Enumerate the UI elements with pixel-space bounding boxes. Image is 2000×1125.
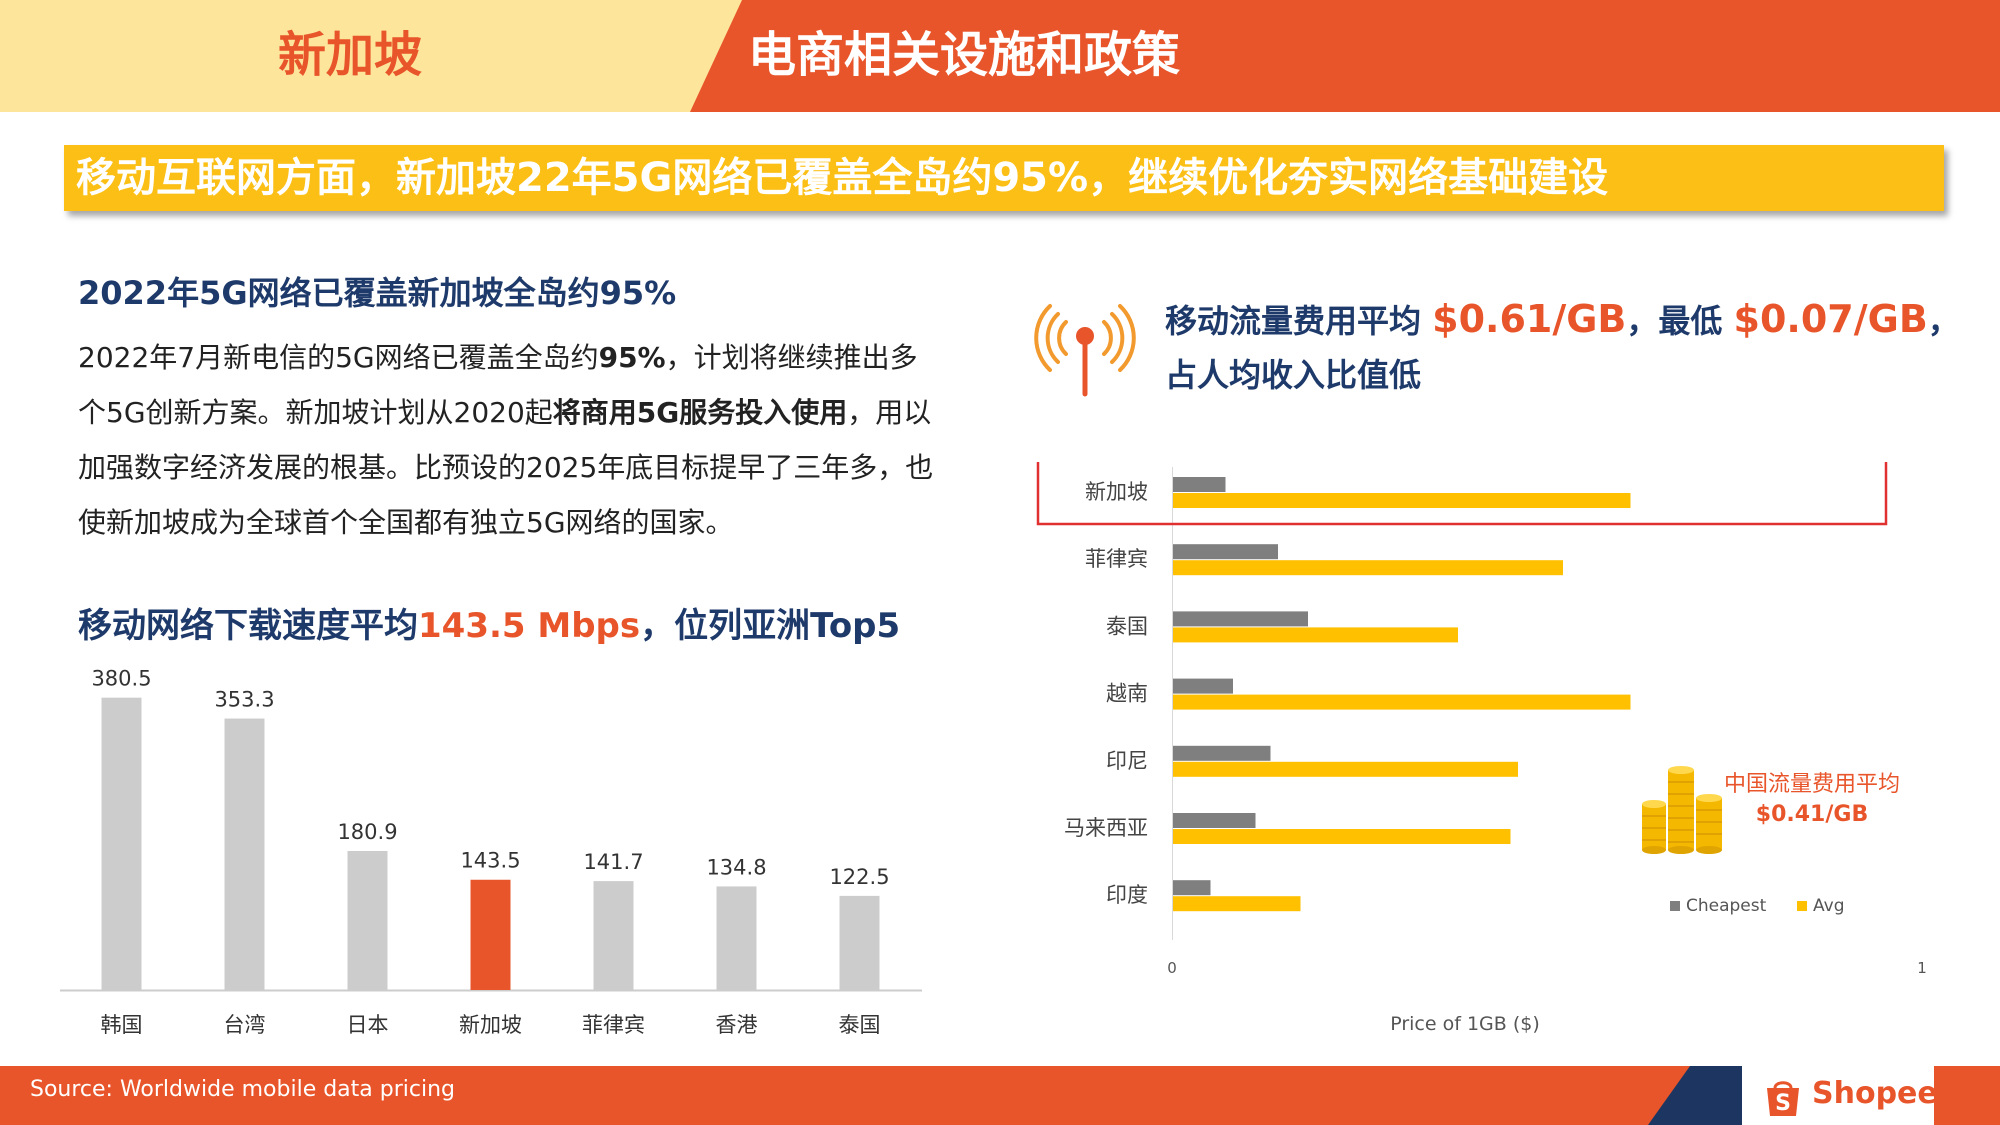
speed-bar <box>839 895 880 990</box>
cheapest-bar <box>1173 813 1256 828</box>
x-tick-label: 1 <box>1917 959 1927 977</box>
speed-heading: 移动网络下载速度平均143.5 Mbps，位列亚洲Top5 <box>78 598 900 647</box>
avg-cost-value: $0.61/GB <box>1432 297 1627 341</box>
svg-text:S: S <box>1775 1091 1791 1116</box>
china-note-label: 中国流量费用平均 <box>1723 772 1900 797</box>
legend-swatch-cheapest <box>1670 901 1680 911</box>
header-title: 电商相关设施和政策 <box>748 27 1181 83</box>
speed-heading-pre: 移动网络下载速度平均 <box>78 606 418 646</box>
price-category-label: 越南 <box>1106 682 1148 706</box>
cheapest-bar <box>1173 477 1226 492</box>
para-text-1: 2022年7月新电信的5G网络已覆盖全岛约 <box>78 341 599 374</box>
price-category-label: 印尼 <box>1106 749 1148 773</box>
speed-category-label: 香港 <box>716 1013 758 1037</box>
header-background <box>0 0 2000 112</box>
speed-heading-value: 143.5 Mbps <box>418 606 641 646</box>
price-category-label: 马来西亚 <box>1064 816 1148 840</box>
footer-background <box>0 1066 2000 1125</box>
speed-category-label: 韩国 <box>101 1013 143 1037</box>
china-cost-note: 中国流量费用平均 $0.41/GB <box>1712 770 1912 830</box>
cost-heading-text-3: ，占人均收入比值低 <box>1165 302 1960 394</box>
cheapest-bar <box>1173 745 1271 761</box>
speed-category-label: 台湾 <box>224 1013 266 1037</box>
speed-bar <box>224 718 265 990</box>
header-bar <box>0 0 2000 112</box>
speed-value-label: 141.7 <box>583 850 643 874</box>
avg-bar <box>1173 493 1631 508</box>
shopee-bag-icon: S <box>1767 1081 1799 1116</box>
data-cost-heading: 移动流量费用平均 $0.61/GB，最低 $0.07/GB，占人均收入比值低 <box>1165 292 1965 402</box>
speed-value-label: 143.5 <box>460 849 520 873</box>
price-category-label: 菲律宾 <box>1085 547 1148 571</box>
speed-value-label: 380.5 <box>91 667 151 691</box>
source-note: Source: Worldwide mobile data pricing <box>30 1077 456 1102</box>
shopee-brand: Shopee <box>1812 1076 1938 1111</box>
gold-coins-icon <box>1642 766 1722 854</box>
avg-bar <box>1173 560 1563 576</box>
headline-banner: 移动互联网方面，新加坡22年5G网络已覆盖全岛约95%，继续优化夯实网络基础建设 <box>64 145 1944 211</box>
download-speed-chart: 380.5 韩国 353.3 台湾 180.9 日本 143.5 新加坡 141.7 菲律宾 134… <box>60 667 922 1037</box>
x-tick-label: 0 <box>1167 959 1177 977</box>
signal-tower-icon <box>1034 304 1136 397</box>
cost-heading-text-1: 移动流量费用平均 <box>1165 302 1433 340</box>
price-category-label: 新加坡 <box>1085 480 1148 504</box>
legend-label-avg: Avg <box>1813 896 1845 916</box>
header-country: 新加坡 <box>277 27 422 83</box>
speed-value-label: 134.8 <box>706 855 766 879</box>
shopee-logo-box: S Shopee <box>1742 1066 1938 1125</box>
speed-category-label: 日本 <box>347 1013 389 1037</box>
para-bold-1: 95% <box>598 341 666 374</box>
price-category-label: 印度 <box>1106 883 1148 907</box>
avg-bar <box>1173 694 1631 710</box>
cheapest-bar <box>1173 544 1278 560</box>
singapore-highlight-box <box>1036 462 1888 526</box>
headline-text: 移动互联网方面，新加坡22年5G网络已覆盖全岛约95%，继续优化夯实网络基础建设 <box>76 155 1609 201</box>
x-axis-title: Price of 1GB ($) <box>1390 1013 1540 1035</box>
footer-bar <box>0 1066 2000 1125</box>
cheapest-bar <box>1173 880 1211 896</box>
para-bold-2: 将商用5G服务投入使用 <box>552 396 848 429</box>
legend-label-cheapest: Cheapest <box>1686 896 1767 916</box>
speed-category-label: 新加坡 <box>459 1013 522 1037</box>
para-text-3: ，用以加强数字经济发展的根基。比预设的2025年底目标提早了三年多，也使新加坡成… <box>78 396 934 539</box>
min-cost-value: $0.07/GB <box>1733 297 1928 341</box>
speed-bar <box>593 881 634 990</box>
legend-swatch-avg <box>1797 901 1807 911</box>
speed-category-label: 菲律宾 <box>582 1013 645 1037</box>
avg-bar <box>1173 829 1511 844</box>
para-text-2: ，计划将继续推出多个5G创新方案。新加坡计划从2020起 <box>78 341 918 429</box>
speed-heading-post: ，位列亚洲Top5 <box>640 606 901 646</box>
china-note-amount: $0.41/GB <box>1755 802 1869 827</box>
avg-bar <box>1173 627 1458 643</box>
speed-value-label: 180.9 <box>337 820 397 844</box>
speed-value-label: 353.3 <box>214 688 274 712</box>
speed-bar <box>470 879 511 990</box>
speed-value-label: 122.5 <box>829 865 889 889</box>
speed-bar <box>347 851 388 990</box>
avg-bar <box>1173 761 1518 777</box>
coverage-paragraph: 2022年7月新电信的5G网络已覆盖全岛约95%，计划将继续推出多个5G创新方案… <box>78 330 938 550</box>
price-category-label: 泰国 <box>1106 614 1148 638</box>
speed-bar <box>101 697 142 990</box>
speed-category-label: 泰国 <box>839 1013 881 1037</box>
cheapest-bar <box>1173 611 1308 627</box>
cheapest-bar <box>1173 678 1233 694</box>
avg-bar <box>1173 896 1301 912</box>
speed-bar <box>716 886 757 990</box>
coverage-heading: 2022年5G网络已覆盖新加坡全岛约95% <box>78 274 677 312</box>
cost-heading-text-2: ，最低 <box>1626 302 1734 340</box>
